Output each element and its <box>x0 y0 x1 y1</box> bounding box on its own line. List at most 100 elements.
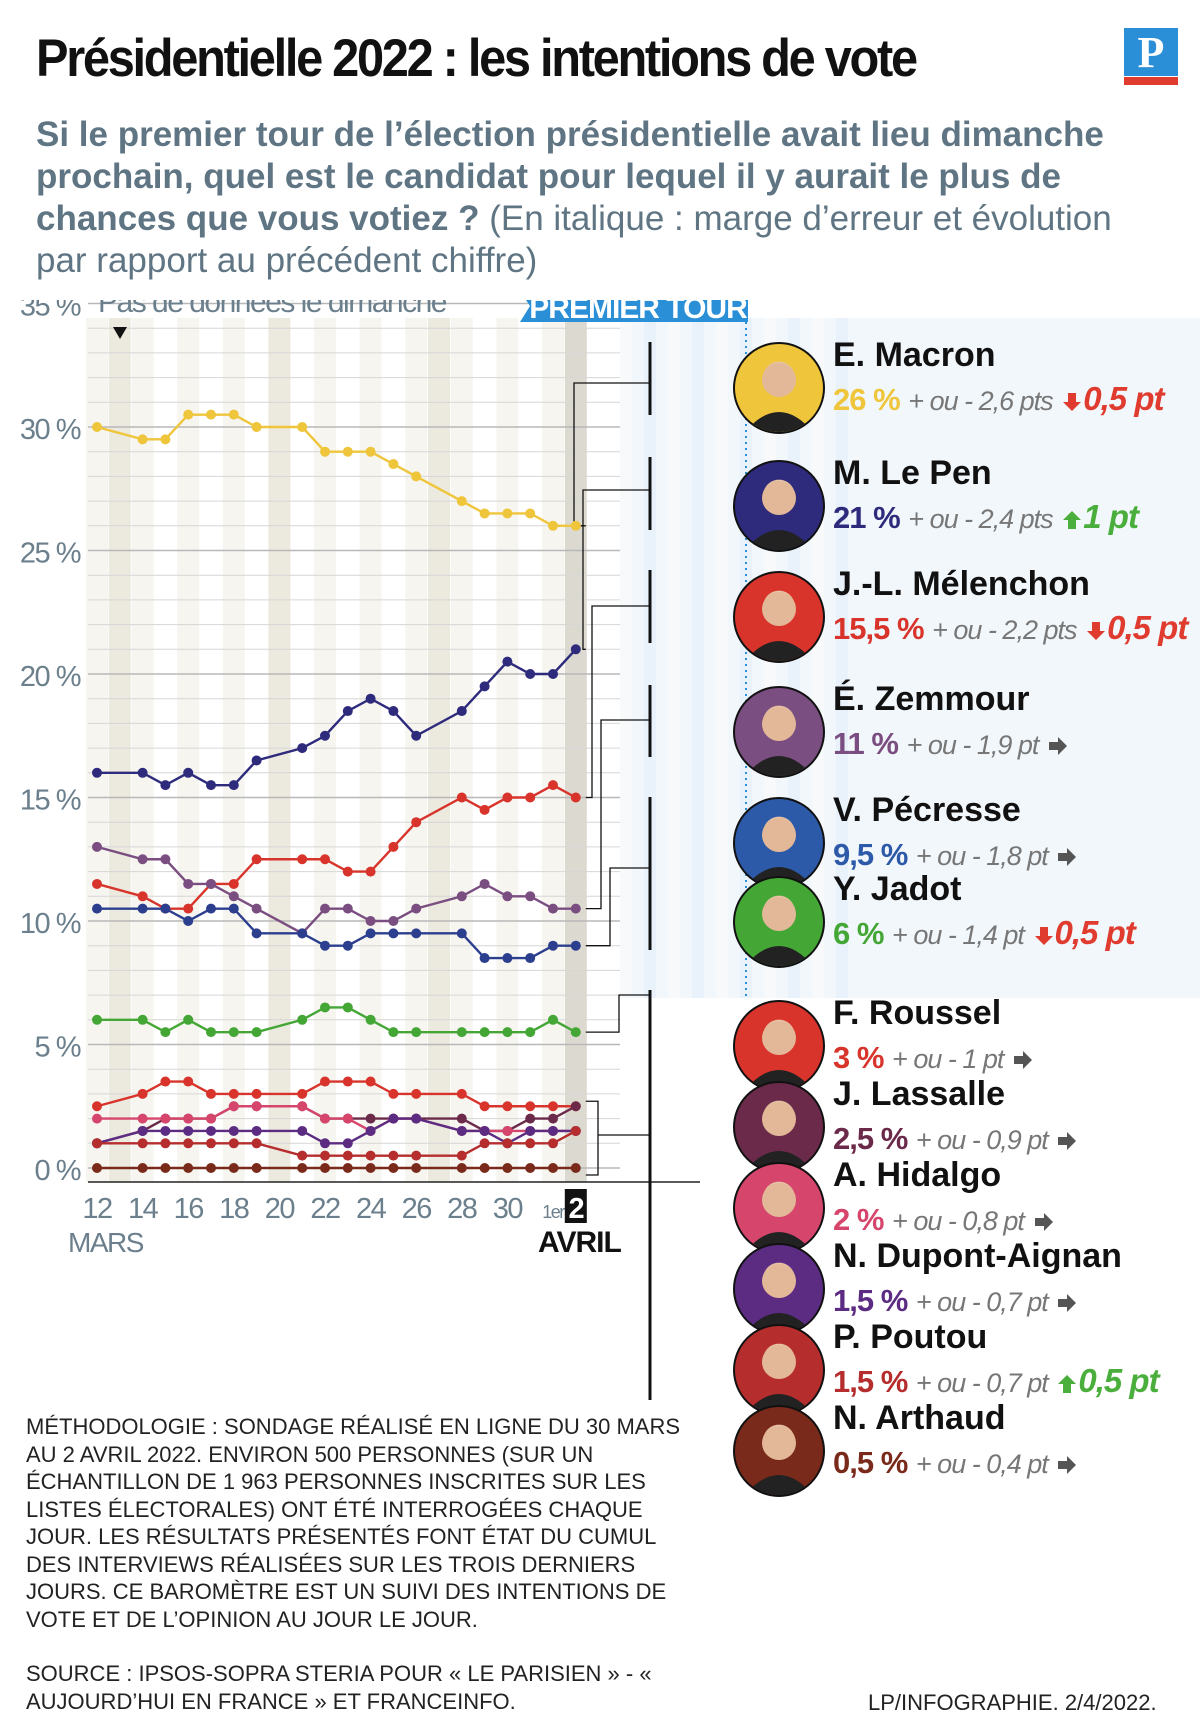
series-point <box>92 1113 102 1124</box>
series-point <box>411 471 422 482</box>
series-point <box>479 508 490 519</box>
series-point <box>525 792 536 803</box>
series-point <box>502 953 513 964</box>
series-point <box>137 1125 148 1136</box>
series-point <box>320 1113 330 1124</box>
series-point <box>502 1163 513 1173</box>
series-point <box>206 1125 216 1136</box>
series-point <box>365 693 376 704</box>
series-point <box>525 1163 536 1173</box>
series-point <box>479 878 490 889</box>
series-point <box>137 1014 148 1025</box>
series-point <box>411 1113 422 1124</box>
candidate-name: V. Pécresse <box>833 791 1021 829</box>
candidate-evolution: 0,5 pt <box>1107 609 1188 646</box>
series-point <box>251 903 262 914</box>
candidate-stats: 2 % + ou - 0,8 pt <box>833 1200 1055 1238</box>
series-point <box>365 446 376 457</box>
series-point <box>320 1163 330 1173</box>
series-point <box>570 1101 581 1112</box>
series-point <box>525 891 536 902</box>
candidate-stats: 0,5 % + ou - 0,4 pt <box>833 1443 1078 1481</box>
evolution-arrow-icon <box>1056 1364 1078 1399</box>
series-point <box>342 1150 353 1161</box>
chart-background <box>86 318 1200 1182</box>
y-tick-label: 0 % <box>35 1155 81 1187</box>
methodology-note: MÉTHODOLOGIE : SONDAGE RÉALISÉ EN LIGNE … <box>26 1414 681 1632</box>
day-band-18 <box>496 318 519 1182</box>
series-point <box>548 1138 558 1149</box>
series-point <box>388 1113 399 1124</box>
candidate-name: F. Roussel <box>833 994 1002 1032</box>
series-point <box>502 792 513 803</box>
candidate-name: J.-L. Mélenchon <box>833 565 1090 603</box>
series-point <box>456 1125 467 1136</box>
candidate-portrait <box>733 460 825 552</box>
candidate-row: J.-L. Mélenchon 15,5 % + ou - 2,2 pts 0,… <box>733 565 1200 663</box>
candidate-stats: 11 % + ou - 1,9 pt <box>833 724 1069 762</box>
candidate-portrait <box>733 571 825 663</box>
source-note: SOURCE : IPSOS-SOPRA STERIA POUR « LE PA… <box>26 1661 652 1714</box>
series-point <box>228 903 239 914</box>
series-point <box>365 1150 376 1161</box>
series-point <box>137 434 148 445</box>
series-point <box>92 903 102 914</box>
series-point <box>479 681 490 692</box>
series-point <box>342 1076 353 1087</box>
candidate-margin: + ou - 0,9 pt <box>915 1125 1049 1155</box>
series-point <box>160 1138 171 1149</box>
candidate-name: N. Arthaud <box>833 1399 1006 1437</box>
x-tick-highlight <box>564 1189 587 1223</box>
series-point <box>320 1150 330 1161</box>
series-point <box>160 1076 171 1087</box>
series-point <box>206 409 216 420</box>
series-point <box>320 1002 330 1013</box>
x-tick-label: 30 <box>493 1193 523 1225</box>
y-tick-label: 20 % <box>20 661 81 693</box>
series-point <box>365 1125 376 1136</box>
series-point <box>137 1088 148 1099</box>
connector-3 <box>585 719 650 910</box>
candidate-row: V. Pécresse 9,5 % + ou - 1,8 pt <box>733 791 1200 889</box>
series-point <box>228 1101 239 1112</box>
candidate-stats: 15,5 % + ou - 2,2 pts 0,5 pt <box>833 609 1188 647</box>
candidate-name: É. Zemmour <box>833 680 1030 718</box>
series-point <box>411 1027 422 1038</box>
series-point <box>525 1101 536 1112</box>
series-point <box>456 1163 467 1173</box>
y-tick-label: 25 % <box>20 538 81 570</box>
subtitle-note: (En italique : marge d’erreur et évoluti… <box>36 199 1112 280</box>
candidate-name: M. Le Pen <box>833 454 992 492</box>
x-tick-label: 24 <box>356 1193 387 1225</box>
series-point <box>342 903 353 914</box>
series-point <box>137 767 148 778</box>
series-point <box>251 1125 262 1136</box>
series-point <box>251 854 262 865</box>
series-point <box>502 891 513 902</box>
series-point <box>206 878 216 889</box>
series-point <box>183 878 194 889</box>
series-point <box>183 1138 194 1149</box>
le-parisien-logo: P <box>1124 28 1178 86</box>
pt-stripe-1 <box>644 318 656 998</box>
candidate-portrait <box>733 876 825 968</box>
series-point <box>251 422 262 432</box>
series-point <box>479 1163 490 1173</box>
series-point <box>251 755 262 766</box>
series-point <box>411 1163 422 1173</box>
no-sunday-data-note: Pas de données le dimanche <box>98 300 447 319</box>
series-point <box>456 1113 467 1124</box>
series-point <box>206 1138 216 1149</box>
series-point <box>297 1125 308 1136</box>
series-point <box>570 903 581 914</box>
series-point <box>570 792 581 803</box>
series-point <box>92 1101 102 1112</box>
candidate-stats: 3 % + ou - 1 pt <box>833 1038 1034 1076</box>
series-point <box>365 916 376 926</box>
series-point <box>548 903 558 914</box>
series-point <box>342 940 353 951</box>
x-tick-label: 20 <box>265 1193 295 1225</box>
series-point <box>228 409 239 420</box>
evolution-arrow-icon <box>1085 611 1107 646</box>
premier-tour-label: PREMIER TOUR <box>529 300 748 325</box>
